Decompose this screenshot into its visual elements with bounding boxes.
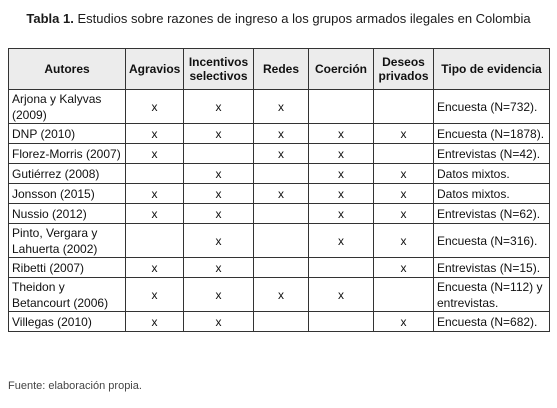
cell-agravios: x [125, 277, 184, 312]
header-incentivos: Incentivos selectivos [183, 48, 254, 90]
cell-deseos: x [373, 163, 434, 184]
table-row: Villegas (2010) x x x Encuesta (N=682). [8, 311, 550, 332]
cell-evidencia: Encuesta (N=112) y entrevistas. [433, 277, 550, 312]
cell-evidencia: Datos mixtos. [433, 163, 550, 184]
table-row: Jonsson (2015) x x x x x Datos mixtos. [8, 183, 550, 204]
cell-redes [253, 203, 309, 224]
cell-autor: DNP (2010) [8, 123, 126, 144]
table-row: DNP (2010) x x x x x Encuesta (N=1878). [8, 123, 550, 144]
cell-agravios: x [125, 123, 184, 144]
cell-deseos: x [373, 203, 434, 224]
cell-incentivos: x [183, 311, 254, 332]
cell-agravios: x [125, 183, 184, 204]
cell-coercion: x [308, 203, 374, 224]
cell-incentivos [183, 143, 254, 164]
table-caption-label: Tabla 1. [26, 11, 74, 26]
cell-incentivos: x [183, 163, 254, 184]
cell-coercion: x [308, 123, 374, 144]
cell-deseos: x [373, 311, 434, 332]
header-agravios: Agravios [125, 48, 184, 90]
cell-coercion [308, 89, 374, 124]
studies-table: Autores Agravios Incentivos selectivos R… [8, 48, 550, 332]
cell-deseos: x [373, 223, 434, 258]
cell-incentivos: x [183, 183, 254, 204]
table-row: Theidon y Betancourt (2006) x x x x Encu… [8, 277, 550, 312]
cell-evidencia: Entrevistas (N=62). [433, 203, 550, 224]
cell-redes [253, 257, 309, 278]
table-row: Nussio (2012) x x x x Entrevistas (N=62)… [8, 203, 550, 224]
cell-agravios: x [125, 311, 184, 332]
cell-redes [253, 311, 309, 332]
cell-coercion: x [308, 163, 374, 184]
table-row: Pinto, Vergara y Lahuerta (2002) x x x E… [8, 223, 550, 258]
table-row: Florez-Morris (2007) x x x Entrevistas (… [8, 143, 550, 164]
table-row: Gutiérrez (2008) x x x Datos mixtos. [8, 163, 550, 184]
cell-deseos: x [373, 183, 434, 204]
header-evidencia: Tipo de evidencia [433, 48, 550, 90]
cell-incentivos: x [183, 123, 254, 144]
table-header-row: Autores Agravios Incentivos selectivos R… [8, 48, 550, 90]
cell-redes [253, 163, 309, 184]
cell-coercion: x [308, 183, 374, 204]
table-row: Arjona y Kalyvas (2009) x x x Encuesta (… [8, 89, 550, 124]
cell-autor: Nussio (2012) [8, 203, 126, 224]
cell-agravios: x [125, 257, 184, 278]
table-row: Ribetti (2007) x x x Entrevistas (N=15). [8, 257, 550, 278]
cell-autor: Gutiérrez (2008) [8, 163, 126, 184]
cell-coercion: x [308, 143, 374, 164]
cell-evidencia: Datos mixtos. [433, 183, 550, 204]
cell-agravios: x [125, 89, 184, 124]
cell-autor: Villegas (2010) [8, 311, 126, 332]
cell-redes: x [253, 89, 309, 124]
cell-evidencia: Encuesta (N=316). [433, 223, 550, 258]
cell-deseos [373, 89, 434, 124]
cell-incentivos: x [183, 257, 254, 278]
cell-evidencia: Encuesta (N=1878). [433, 123, 550, 144]
cell-evidencia: Encuesta (N=682). [433, 311, 550, 332]
cell-deseos [373, 277, 434, 312]
table-caption-text: Estudios sobre razones de ingreso a los … [77, 11, 531, 26]
cell-agravios: x [125, 203, 184, 224]
cell-coercion: x [308, 277, 374, 312]
table-caption: Tabla 1. Estudios sobre razones de ingre… [0, 11, 557, 26]
cell-redes: x [253, 183, 309, 204]
header-redes: Redes [253, 48, 309, 90]
cell-incentivos: x [183, 277, 254, 312]
cell-autor: Theidon y Betancourt (2006) [8, 277, 126, 312]
cell-coercion [308, 311, 374, 332]
cell-incentivos: x [183, 203, 254, 224]
cell-evidencia: Entrevistas (N=42). [433, 143, 550, 164]
cell-incentivos: x [183, 223, 254, 258]
cell-coercion: x [308, 223, 374, 258]
cell-redes [253, 223, 309, 258]
cell-evidencia: Entrevistas (N=15). [433, 257, 550, 278]
cell-coercion [308, 257, 374, 278]
cell-autor: Pinto, Vergara y Lahuerta (2002) [8, 223, 126, 258]
cell-autor: Arjona y Kalyvas (2009) [8, 89, 126, 124]
cell-autor: Jonsson (2015) [8, 183, 126, 204]
cell-deseos: x [373, 123, 434, 144]
cell-incentivos: x [183, 89, 254, 124]
cell-deseos: x [373, 257, 434, 278]
cell-evidencia: Encuesta (N=732). [433, 89, 550, 124]
cell-agravios: x [125, 143, 184, 164]
cell-redes: x [253, 277, 309, 312]
cell-agravios [125, 223, 184, 258]
header-deseos: Deseos privados [373, 48, 434, 90]
cell-agravios [125, 163, 184, 184]
header-autores: Autores [8, 48, 126, 90]
cell-deseos [373, 143, 434, 164]
cell-autor: Florez-Morris (2007) [8, 143, 126, 164]
header-coercion: Coerción [308, 48, 374, 90]
cell-redes: x [253, 123, 309, 144]
cell-autor: Ribetti (2007) [8, 257, 126, 278]
source-note: Fuente: elaboración propia. [8, 380, 142, 392]
cell-redes: x [253, 143, 309, 164]
